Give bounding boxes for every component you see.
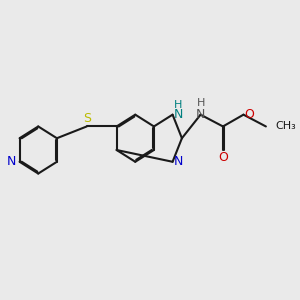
Text: S: S — [83, 112, 91, 125]
Text: CH₃: CH₃ — [275, 122, 296, 131]
Text: N: N — [196, 108, 205, 121]
Text: N: N — [7, 155, 16, 168]
Text: H: H — [174, 100, 182, 110]
Text: N: N — [173, 155, 183, 168]
Text: O: O — [218, 152, 228, 164]
Text: O: O — [244, 108, 254, 121]
Text: H: H — [196, 98, 205, 108]
Text: N: N — [173, 108, 183, 121]
